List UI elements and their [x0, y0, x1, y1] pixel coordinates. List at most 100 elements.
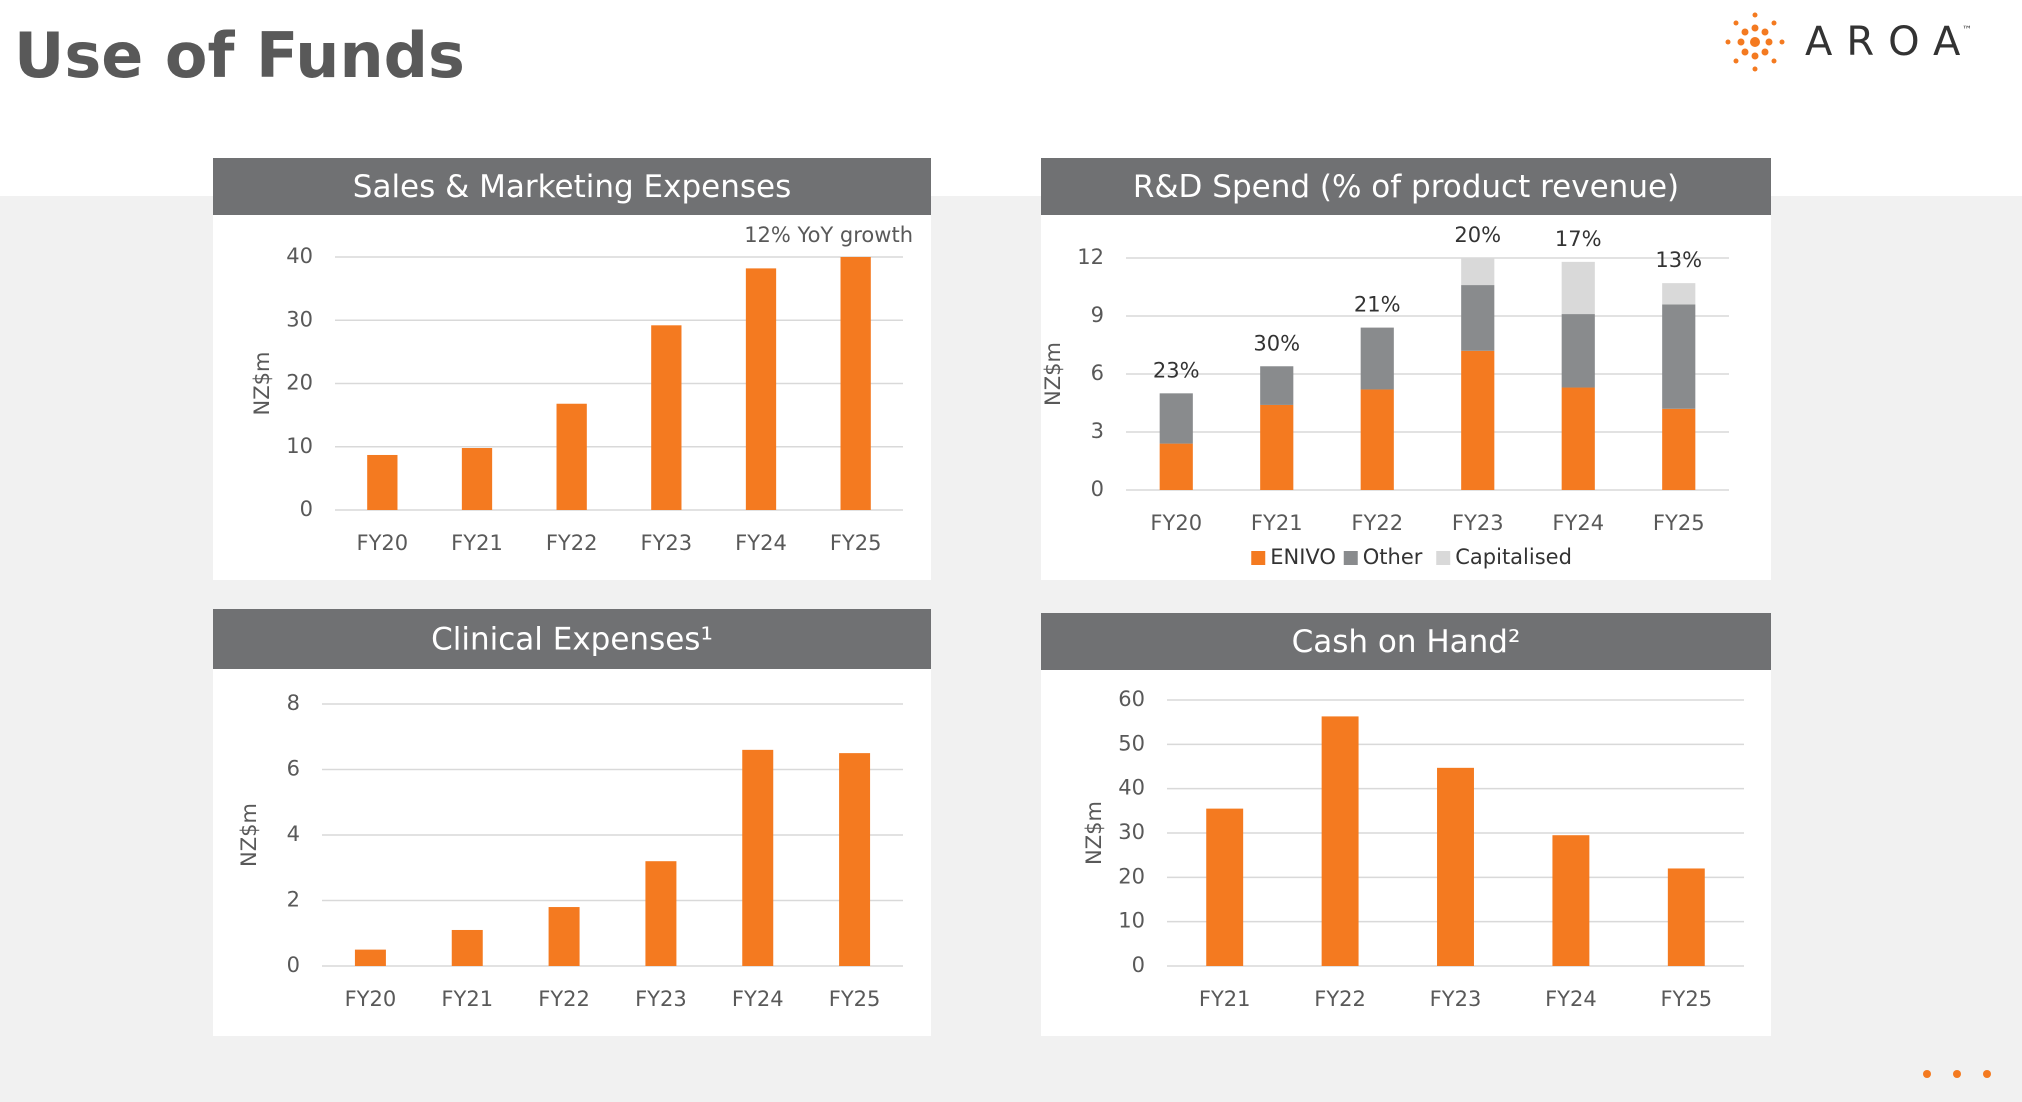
bar-annotation: 30%	[1253, 331, 1300, 355]
y-axis-label: NZ$m	[237, 803, 261, 867]
x-tick-label: FY25	[1660, 987, 1712, 1011]
bar	[451, 929, 483, 966]
bar-segment	[1662, 283, 1696, 305]
bar-segment	[1159, 443, 1193, 490]
legend-swatch	[1251, 551, 1266, 565]
y-tick-label: 6	[1091, 361, 1104, 385]
annotation: 12% YoY growth	[744, 223, 913, 247]
x-tick-label: FY21	[1251, 511, 1303, 535]
bar-segment	[1461, 258, 1495, 286]
bar-segment	[1260, 366, 1294, 405]
x-tick-label: FY24	[1552, 511, 1604, 535]
bar	[461, 448, 493, 510]
y-tick-label: 50	[1118, 731, 1145, 755]
panel-header	[213, 158, 931, 215]
chart-title: Sales & Marketing Expenses	[353, 169, 791, 205]
panel-header	[1041, 613, 1771, 670]
bar	[556, 403, 587, 510]
legend-label: Capitalised	[1455, 545, 1572, 569]
bar-segment	[1561, 261, 1595, 315]
bar	[367, 454, 398, 510]
x-tick-label: FY20	[1150, 511, 1202, 535]
y-axis-label: NZ$m	[250, 352, 274, 416]
y-tick-label: 8	[287, 691, 300, 715]
y-tick-label: 9	[1091, 303, 1104, 327]
legend-label: ENIVO	[1270, 545, 1336, 569]
y-tick-label: 6	[287, 757, 300, 781]
chart-title: Clinical Expenses¹	[431, 622, 713, 658]
x-tick-label: FY23	[1452, 511, 1504, 535]
x-tick-label: FY23	[641, 531, 693, 555]
x-tick-label: FY25	[1653, 511, 1705, 535]
legend-swatch	[1436, 551, 1451, 565]
y-tick-label: 40	[1118, 776, 1145, 800]
bar	[1206, 808, 1244, 966]
bar-segment	[1159, 393, 1193, 444]
x-tick-label: FY21	[451, 531, 503, 555]
logo-trademark: ™	[1962, 25, 1972, 36]
bar-segment	[1360, 389, 1394, 490]
x-tick-label: FY24	[735, 531, 787, 555]
x-tick-label: FY20	[345, 987, 397, 1011]
x-tick-label: FY25	[830, 531, 882, 555]
page-title: Use of Funds	[14, 19, 465, 92]
logo-icon	[1725, 12, 1785, 72]
panel-header	[1041, 158, 1771, 215]
bar-annotation: 23%	[1153, 358, 1200, 382]
panel	[1041, 158, 1771, 580]
x-tick-label: FY23	[635, 987, 687, 1011]
y-tick-label: 0	[287, 953, 300, 977]
x-tick-label: FY21	[441, 987, 493, 1011]
chart-title: R&D Spend (% of product revenue)	[1133, 169, 1679, 205]
y-tick-label: 0	[1132, 953, 1145, 977]
y-tick-label: 20	[1118, 864, 1145, 888]
x-tick-label: FY22	[1314, 987, 1366, 1011]
bar-segment	[1461, 350, 1495, 490]
y-tick-label: 30	[286, 307, 313, 331]
y-tick-label: 60	[1118, 687, 1145, 711]
bar-segment	[1561, 314, 1595, 388]
y-tick-label: 4	[287, 822, 300, 846]
bar	[1667, 868, 1705, 966]
panel-header	[213, 609, 931, 669]
bar	[354, 949, 386, 966]
y-tick-label: 10	[1118, 909, 1145, 933]
panel	[213, 609, 931, 1036]
panel	[213, 158, 931, 580]
panel	[1041, 613, 1771, 1036]
legend-label: Other	[1363, 545, 1423, 569]
bar	[1552, 835, 1590, 966]
bar-segment	[1260, 404, 1294, 490]
x-tick-label: FY22	[546, 531, 598, 555]
x-tick-label: FY22	[538, 987, 590, 1011]
bar	[1321, 716, 1359, 966]
x-tick-label: FY24	[732, 987, 784, 1011]
bar	[839, 753, 871, 966]
y-tick-label: 0	[300, 497, 313, 521]
y-tick-label: 10	[286, 434, 313, 458]
bar	[745, 268, 777, 510]
bar	[1437, 767, 1474, 966]
bar-segment	[1662, 408, 1696, 490]
x-tick-label: FY24	[1545, 987, 1597, 1011]
legend-swatch	[1343, 551, 1358, 565]
bar-annotation: 17%	[1555, 227, 1602, 251]
y-tick-label: 12	[1077, 245, 1104, 269]
y-tick-label: 30	[1118, 820, 1145, 844]
bar-annotation: 13%	[1655, 248, 1702, 272]
x-tick-label: FY23	[1430, 987, 1482, 1011]
logo-text: AROA	[1805, 19, 1974, 65]
bar-segment	[1360, 327, 1394, 390]
y-axis-label: NZ$m	[1041, 342, 1065, 406]
x-tick-label: FY20	[357, 531, 409, 555]
bar-annotation: 21%	[1354, 293, 1401, 317]
chart-title: Cash on Hand²	[1292, 624, 1521, 660]
bar-segment	[1662, 304, 1696, 409]
bar-segment	[1561, 387, 1595, 490]
y-tick-label: 0	[1091, 477, 1104, 501]
y-tick-label: 2	[287, 888, 300, 912]
bar-segment	[1461, 285, 1495, 351]
y-tick-label: 40	[286, 244, 313, 268]
